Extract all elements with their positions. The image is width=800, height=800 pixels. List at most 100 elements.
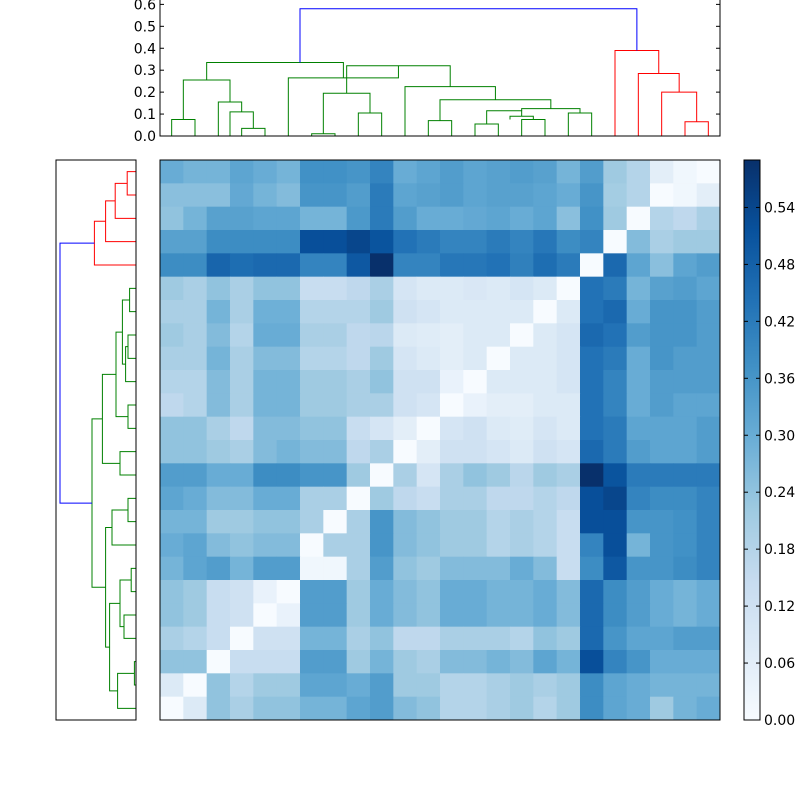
heatmap-cell: [253, 416, 278, 441]
heatmap-cell: [183, 276, 208, 301]
heatmap-cell: [603, 370, 628, 394]
left-dendrogram-link: [119, 451, 136, 476]
heatmap-cell: [253, 626, 278, 651]
heatmap-cell: [696, 486, 721, 511]
heatmap-cell: [370, 160, 394, 184]
heatmap-cell: [160, 160, 184, 184]
heatmap-cell: [370, 370, 394, 394]
heatmap-cell: [580, 440, 604, 464]
colorbar-tick-label: 0.30: [764, 428, 795, 444]
heatmap-cell: [580, 370, 604, 394]
heatmap-cell: [323, 696, 348, 721]
heatmap-cell: [626, 393, 651, 418]
heatmap-cell: [323, 626, 348, 651]
heatmap-cell: [230, 230, 254, 254]
heatmap-cell: [183, 393, 208, 418]
heatmap-cell: [230, 580, 254, 604]
heatmap-cell: [370, 253, 394, 278]
heatmap-cell: [230, 276, 254, 301]
top-dendrogram-link: [661, 91, 698, 136]
heatmap-cell: [276, 183, 301, 208]
heatmap-cell: [346, 346, 371, 371]
heatmap-cell: [580, 183, 604, 208]
heatmap-cell: [673, 160, 698, 184]
heatmap-cell: [393, 603, 418, 628]
top-dendrogram-ytick-label: 0.0: [134, 129, 156, 145]
colorbar-gradient: [743, 159, 761, 721]
heatmap-cell: [626, 276, 651, 301]
heatmap-cell: [300, 206, 324, 231]
heatmap-cell: [346, 323, 371, 348]
heatmap-cell: [276, 556, 301, 581]
heatmap-cell: [276, 510, 301, 534]
heatmap-cell: [440, 580, 464, 604]
heatmap-cell: [183, 556, 208, 581]
heatmap-cell: [650, 603, 674, 628]
heatmap-cell: [510, 486, 534, 511]
heatmap-cell: [230, 370, 254, 394]
heatmap-cell: [533, 626, 558, 651]
heatmap-cell: [463, 276, 488, 301]
heatmap-cell: [253, 300, 278, 324]
heatmap-cell: [206, 463, 231, 488]
heatmap-cell: [160, 626, 184, 651]
heatmap-cell: [370, 463, 394, 488]
heatmap-cell: [230, 673, 254, 698]
heatmap-cell: [160, 580, 184, 604]
heatmap-cell: [416, 253, 441, 278]
heatmap-cell: [626, 510, 651, 534]
heatmap-cell: [253, 346, 278, 371]
heatmap-cell: [603, 206, 628, 231]
heatmap-cell: [626, 463, 651, 488]
heatmap-cell: [580, 463, 604, 488]
heatmap-cell: [486, 160, 511, 184]
heatmap-cell: [323, 463, 348, 488]
heatmap-cell: [253, 580, 278, 604]
heatmap-cell: [206, 533, 231, 558]
heatmap-cell: [650, 206, 674, 231]
heatmap-cell: [463, 253, 488, 278]
heatmap-cell: [486, 346, 511, 371]
left-dendrogram-link: [105, 200, 136, 243]
heatmap-cell: [323, 440, 348, 464]
heatmap-cell: [440, 626, 464, 651]
heatmap-cell: [696, 323, 721, 348]
heatmap-cell: [533, 486, 558, 511]
heatmap-cell: [276, 696, 301, 721]
heatmap-cell: [230, 300, 254, 324]
heatmap-cell: [510, 183, 534, 208]
heatmap-cell: [440, 696, 464, 721]
heatmap-cell: [650, 323, 674, 348]
heatmap-cell: [276, 230, 301, 254]
heatmap-cell: [440, 160, 464, 184]
heatmap-cell: [486, 510, 511, 534]
heatmap-cell: [183, 603, 208, 628]
heatmap-cell: [440, 556, 464, 581]
heatmap-cell: [580, 393, 604, 418]
left-dendrogram-link: [119, 579, 132, 628]
heatmap-cell: [253, 230, 278, 254]
heatmap-cell: [556, 230, 581, 254]
heatmap-cell: [603, 673, 628, 698]
top-dendrogram-link: [637, 72, 680, 136]
heatmap-cell: [673, 696, 698, 721]
heatmap-cell: [230, 416, 254, 441]
heatmap-cell: [650, 626, 674, 651]
heatmap-cell: [463, 533, 488, 558]
heatmap-cell: [346, 626, 371, 651]
heatmap-cell: [486, 206, 511, 231]
heatmap-cell: [510, 323, 534, 348]
heatmap-cell: [276, 160, 301, 184]
heatmap-cell: [440, 346, 464, 371]
heatmap-cell: [533, 603, 558, 628]
heatmap-cell: [556, 370, 581, 394]
heatmap-cell: [206, 650, 231, 674]
heatmap-cell: [416, 556, 441, 581]
heatmap-cell: [206, 253, 231, 278]
heatmap-cell: [603, 580, 628, 604]
heatmap-cell: [300, 556, 324, 581]
heatmap-cell: [626, 323, 651, 348]
top-dendrogram-ytick-label: 0.1: [134, 107, 156, 123]
heatmap-cell: [346, 276, 371, 301]
